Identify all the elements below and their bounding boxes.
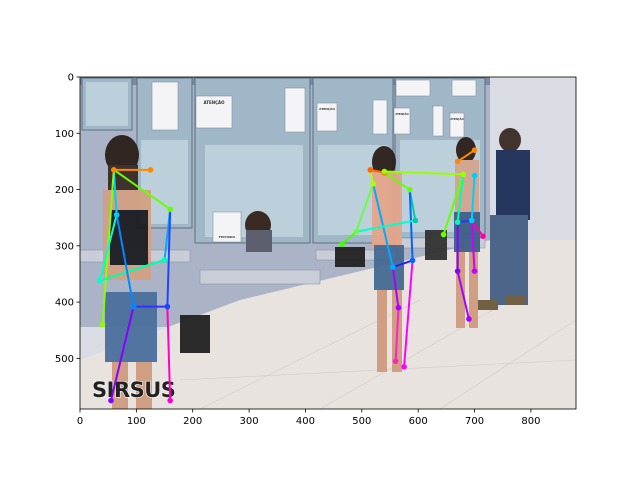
x-axis-ticks: 0 100 200 300 400 500 600 700 800 [77,409,541,427]
keypoint [131,304,137,310]
y-tick-label: 0 [68,73,74,84]
keypoint [480,233,486,239]
x-tick-label: 500 [352,416,371,427]
x-tick-label: 200 [183,416,202,427]
keypoint [460,172,466,178]
y-tick-label: 400 [55,298,74,309]
keypoint [148,167,154,173]
poster-3 [394,108,410,134]
keypoint [472,173,478,179]
keypoint [100,322,106,328]
keypoint [455,159,461,165]
keypoint [353,229,359,235]
logo: SIRSUS [92,378,175,402]
keypoint [393,358,399,364]
y-tick-label: 500 [55,354,74,365]
keypoint [466,316,472,322]
y-tick-label: 200 [55,185,74,196]
keypoint [167,206,173,212]
keypoint [111,167,117,173]
keypoint [367,167,373,173]
x-tick-label: 700 [465,416,484,427]
keypoint [455,219,461,225]
y-tick-label: 300 [55,241,74,252]
keypoint [97,278,103,284]
keypoint [108,398,114,404]
y-tick-label: 100 [55,129,74,140]
keypoint [390,264,396,270]
keypoint [455,268,461,274]
keypoint [396,305,402,311]
keypoint [441,232,447,238]
keypoint [413,218,419,224]
keypoint [165,304,171,310]
keypoint [401,364,407,370]
keypoint [472,147,478,153]
keypoint [410,258,416,264]
keypoint [469,218,475,224]
keypoint [382,169,388,175]
poster-2-label: ATENÇÃO [319,106,335,111]
x-tick-label: 300 [240,416,259,427]
keypoint [167,398,173,404]
keypoint [114,212,120,218]
poster-5 [450,113,464,137]
x-tick-label: 0 [77,416,83,427]
keypoint [370,181,376,187]
photo: ATENÇÃO ATENÇÃO ATENÇÃO FECHADO ATENÇÃO [80,77,576,409]
poster-1-label: ATENÇÃO [203,100,225,105]
x-tick-label: 600 [409,416,428,427]
keypoint [472,268,478,274]
y-axis-ticks: 0 100 200 300 400 500 [55,73,80,365]
keypoint [339,241,345,247]
keypoint [162,257,168,263]
poster-4-label: FECHADO [219,235,236,239]
logo-text: SIRSUS [92,378,175,402]
x-tick-label: 100 [127,416,146,427]
keypoint [407,187,413,193]
x-tick-label: 400 [296,416,315,427]
x-tick-label: 800 [521,416,540,427]
